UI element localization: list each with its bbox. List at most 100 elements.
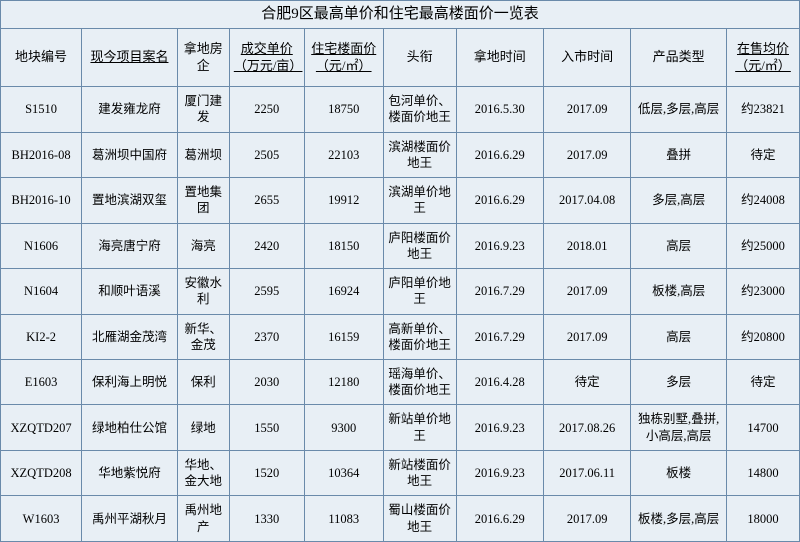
table-row: N1606海亮唐宁府海亮242018150庐阳楼面价地王2016.9.23201…: [1, 223, 800, 268]
col-header-6: 拿地时间: [456, 29, 543, 87]
table-row: S1510建发雍龙府厦门建发225018750包河单价、楼面价地王2016.5.…: [1, 87, 800, 132]
cell-unit: 2595: [229, 269, 304, 314]
cell-price: 约23000: [727, 269, 800, 314]
cell-type: 高层: [631, 223, 727, 268]
col-header-3: 成交单价（万元/亩）: [229, 29, 304, 87]
cell-land: 2016.9.23: [456, 223, 543, 268]
cell-title_: 庐阳单价地王: [383, 269, 456, 314]
cell-market: 待定: [543, 360, 630, 405]
cell-floor: 10364: [304, 450, 383, 495]
price-table-container: 合肥9区最高单价和住宅最高楼面价一览表 地块编号现今项目案名拿地房企成交单价（万…: [0, 0, 800, 542]
cell-id: XZQTD207: [1, 405, 82, 450]
cell-type: 多层: [631, 360, 727, 405]
cell-market: 2017.09: [543, 496, 630, 542]
cell-land: 2016.6.29: [456, 132, 543, 177]
cell-market: 2017.04.08: [543, 178, 630, 223]
table-row: KI2-2北雁湖金茂湾新华、金茂237016159高新单价、楼面价地王2016.…: [1, 314, 800, 359]
cell-dev: 置地集团: [177, 178, 229, 223]
cell-price: 约25000: [727, 223, 800, 268]
cell-floor: 11083: [304, 496, 383, 542]
cell-unit: 1520: [229, 450, 304, 495]
cell-type: 高层: [631, 314, 727, 359]
cell-unit: 2505: [229, 132, 304, 177]
col-header-0: 地块编号: [1, 29, 82, 87]
cell-title_: 滨湖楼面价地王: [383, 132, 456, 177]
cell-land: 2016.5.30: [456, 87, 543, 132]
col-header-9: 在售均价（元/㎡）: [727, 29, 800, 87]
cell-type: 独栋别墅,叠拼,小高层,高层: [631, 405, 727, 450]
cell-price: 约20800: [727, 314, 800, 359]
table-title-row: 合肥9区最高单价和住宅最高楼面价一览表: [1, 1, 800, 29]
cell-title_: 蜀山楼面价地王: [383, 496, 456, 542]
cell-id: BH2016-10: [1, 178, 82, 223]
table-row: W1603禹州平湖秋月禹州地产133011083蜀山楼面价地王2016.6.29…: [1, 496, 800, 542]
cell-dev: 禹州地产: [177, 496, 229, 542]
cell-proj: 海亮唐宁府: [82, 223, 178, 268]
cell-proj: 葛洲坝中国府: [82, 132, 178, 177]
cell-id: BH2016-08: [1, 132, 82, 177]
cell-land: 2016.7.29: [456, 314, 543, 359]
cell-market: 2017.09: [543, 87, 630, 132]
cell-unit: 1330: [229, 496, 304, 542]
cell-title_: 滨湖单价地王: [383, 178, 456, 223]
cell-land: 2016.7.29: [456, 269, 543, 314]
cell-unit: 1550: [229, 405, 304, 450]
cell-type: 低层,多层,高层: [631, 87, 727, 132]
price-table: 合肥9区最高单价和住宅最高楼面价一览表 地块编号现今项目案名拿地房企成交单价（万…: [0, 0, 800, 542]
cell-dev: 保利: [177, 360, 229, 405]
cell-price: 约23821: [727, 87, 800, 132]
cell-title_: 新站楼面价地王: [383, 450, 456, 495]
cell-dev: 新华、金茂: [177, 314, 229, 359]
cell-unit: 2655: [229, 178, 304, 223]
cell-market: 2017.09: [543, 314, 630, 359]
cell-market: 2017.06.11: [543, 450, 630, 495]
cell-id: W1603: [1, 496, 82, 542]
cell-type: 板楼,高层: [631, 269, 727, 314]
cell-proj: 北雁湖金茂湾: [82, 314, 178, 359]
cell-unit: 2250: [229, 87, 304, 132]
table-row: N1604和顺叶语溪安徽水利259516924庐阳单价地王2016.7.2920…: [1, 269, 800, 314]
cell-title_: 庐阳楼面价地王: [383, 223, 456, 268]
cell-price: 待定: [727, 360, 800, 405]
cell-price: 18000: [727, 496, 800, 542]
col-header-4: 住宅楼面价（元/㎡）: [304, 29, 383, 87]
cell-land: 2016.6.29: [456, 178, 543, 223]
cell-title_: 新站单价地王: [383, 405, 456, 450]
cell-proj: 禹州平湖秋月: [82, 496, 178, 542]
col-header-5: 头衔: [383, 29, 456, 87]
table-row: E1603保利海上明悦保利203012180瑶海单价、楼面价地王2016.4.2…: [1, 360, 800, 405]
cell-type: 多层,高层: [631, 178, 727, 223]
cell-floor: 19912: [304, 178, 383, 223]
cell-floor: 18150: [304, 223, 383, 268]
cell-type: 叠拼: [631, 132, 727, 177]
cell-floor: 12180: [304, 360, 383, 405]
table-title: 合肥9区最高单价和住宅最高楼面价一览表: [1, 1, 800, 29]
cell-market: 2017.09: [543, 132, 630, 177]
cell-market: 2018.01: [543, 223, 630, 268]
table-body: S1510建发雍龙府厦门建发225018750包河单价、楼面价地王2016.5.…: [1, 87, 800, 542]
cell-market: 2017.08.26: [543, 405, 630, 450]
cell-proj: 保利海上明悦: [82, 360, 178, 405]
cell-land: 2016.6.29: [456, 496, 543, 542]
cell-dev: 绿地: [177, 405, 229, 450]
cell-proj: 建发雍龙府: [82, 87, 178, 132]
cell-id: XZQTD208: [1, 450, 82, 495]
col-header-1: 现今项目案名: [82, 29, 178, 87]
cell-land: 2016.9.23: [456, 450, 543, 495]
cell-unit: 2420: [229, 223, 304, 268]
cell-id: E1603: [1, 360, 82, 405]
cell-id: N1606: [1, 223, 82, 268]
cell-dev: 厦门建发: [177, 87, 229, 132]
table-row: XZQTD208华地紫悦府华地、金大地152010364新站楼面价地王2016.…: [1, 450, 800, 495]
cell-floor: 16159: [304, 314, 383, 359]
cell-market: 2017.09: [543, 269, 630, 314]
cell-price: 14700: [727, 405, 800, 450]
cell-land: 2016.9.23: [456, 405, 543, 450]
cell-id: N1604: [1, 269, 82, 314]
cell-type: 板楼: [631, 450, 727, 495]
cell-price: 14800: [727, 450, 800, 495]
cell-proj: 和顺叶语溪: [82, 269, 178, 314]
cell-floor: 22103: [304, 132, 383, 177]
cell-unit: 2030: [229, 360, 304, 405]
cell-price: 约24008: [727, 178, 800, 223]
